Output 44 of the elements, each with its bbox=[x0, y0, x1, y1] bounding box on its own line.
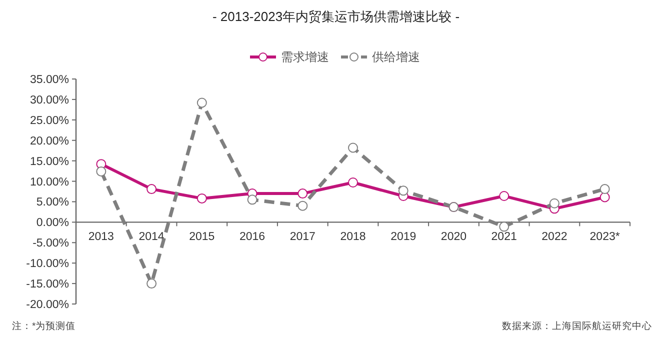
text: 注：*为预测值 bbox=[12, 320, 76, 332]
x-tick-label: 2017 bbox=[290, 231, 316, 244]
x-tick-label: 2022 bbox=[542, 231, 568, 244]
point bbox=[348, 142, 358, 153]
y-tick-label: -5.00% bbox=[32, 238, 69, 250]
point bbox=[398, 186, 408, 196]
y-tick-label: 20.00% bbox=[30, 135, 69, 148]
y-tick-label: 15.00% bbox=[30, 156, 69, 168]
chart-title: - 2013-2023年内贸集运市场供需增速比较 - bbox=[212, 9, 460, 24]
point bbox=[600, 184, 610, 194]
x-tick-label: 2018 bbox=[340, 231, 366, 244]
point bbox=[348, 178, 358, 188]
source-note: 数据来源：上海国际航运研究中心 bbox=[502, 320, 652, 332]
x-tick-label: 2021 bbox=[491, 231, 517, 244]
point bbox=[146, 278, 157, 289]
y-tick-label: -15.00% bbox=[26, 278, 69, 291]
x-tick-label: 2016 bbox=[239, 231, 266, 244]
point bbox=[298, 188, 308, 199]
x-tick-label: 2014 bbox=[138, 231, 165, 244]
x-tick-label: 2013 bbox=[88, 231, 114, 244]
point bbox=[600, 192, 610, 202]
x-tick-label: 2020 bbox=[440, 231, 467, 244]
y-tick-label: 30.00% bbox=[30, 94, 69, 106]
x-tick-label: 2023* bbox=[590, 231, 620, 244]
point bbox=[196, 98, 207, 108]
legend-label: 需求增速 bbox=[281, 50, 329, 64]
legend-label: 供给增速 bbox=[372, 50, 420, 64]
x-tick-label: 2019 bbox=[390, 231, 416, 244]
point bbox=[549, 198, 560, 208]
point bbox=[499, 222, 510, 232]
point bbox=[499, 191, 510, 201]
y-tick-label: 5.00% bbox=[36, 196, 69, 209]
y-tick-label: -20.00% bbox=[26, 299, 69, 311]
x-tick-label: 2015 bbox=[189, 231, 215, 244]
y-tick-label: 0.00% bbox=[36, 217, 69, 230]
point bbox=[247, 194, 258, 205]
y-tick-label: -10.00% bbox=[26, 258, 69, 270]
point bbox=[196, 193, 207, 204]
y-tick-label: 25.00% bbox=[30, 114, 69, 127]
point bbox=[146, 184, 157, 194]
point bbox=[96, 166, 106, 176]
y-tick-label: 10.00% bbox=[30, 176, 69, 188]
y-tick-label: 35.00% bbox=[30, 74, 69, 86]
point bbox=[298, 200, 308, 211]
